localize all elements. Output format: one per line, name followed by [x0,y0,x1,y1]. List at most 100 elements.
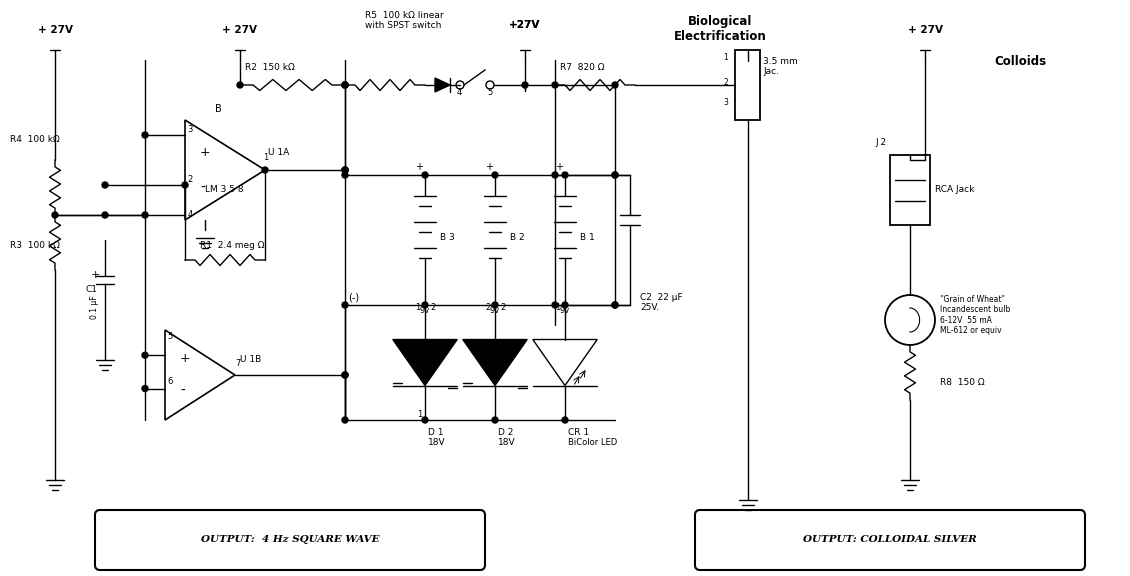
Circle shape [612,302,618,308]
Text: 5: 5 [487,88,493,97]
Text: B 2: B 2 [510,233,524,242]
Text: + 27V: + 27V [907,25,942,35]
Text: B: B [215,104,221,114]
Text: 1: 1 [263,153,268,162]
Circle shape [342,82,348,88]
Text: OUTPUT:  4 Hz SQUARE WAVE: OUTPUT: 4 Hz SQUARE WAVE [201,536,380,544]
Text: 9v: 9v [490,306,501,315]
Polygon shape [393,339,458,385]
Text: "Grain of Wheat"
Incandescent bulb
6-12V  55 mA
ML-612 or equiv: "Grain of Wheat" Incandescent bulb 6-12V… [940,295,1010,335]
Circle shape [342,302,348,308]
Text: LM 3 5 8: LM 3 5 8 [205,185,244,194]
Text: B 1: B 1 [580,233,594,242]
Text: 2: 2 [431,303,435,312]
Circle shape [612,302,618,308]
Text: C1: C1 [85,285,97,294]
Text: 3.5 mm
Jac.: 3.5 mm Jac. [763,57,798,77]
Text: 3: 3 [723,98,728,107]
Circle shape [551,302,558,308]
Text: BiColor LED: BiColor LED [568,438,617,447]
Text: J 2: J 2 [875,138,886,147]
Text: +: + [180,353,191,365]
Circle shape [492,172,498,178]
Polygon shape [435,78,450,92]
Text: OUTPUT: COLLOIDAL SILVER: OUTPUT: COLLOIDAL SILVER [803,536,976,544]
Circle shape [342,372,348,378]
Text: 7: 7 [235,359,241,368]
Circle shape [342,167,348,173]
Text: (-): (-) [348,292,359,302]
Circle shape [102,212,108,218]
Text: U 1A: U 1A [268,148,289,157]
Text: U 1B: U 1B [240,354,261,363]
Text: Colloids: Colloids [994,55,1046,68]
Circle shape [612,172,618,178]
Text: CR 1: CR 1 [568,428,589,437]
Circle shape [562,417,568,423]
Circle shape [492,302,498,308]
Circle shape [551,82,558,88]
Text: +27V: +27V [510,20,540,30]
Text: 9v: 9v [560,306,571,315]
Circle shape [342,167,348,173]
Text: +: + [555,162,563,172]
Circle shape [551,172,558,178]
Text: -: - [200,181,205,195]
Circle shape [262,167,268,173]
Circle shape [102,182,108,188]
Circle shape [342,82,348,88]
Text: 1: 1 [723,53,728,62]
Text: 2: 2 [723,78,728,87]
Text: 1: 1 [555,303,560,312]
Text: R4  100 kΩ: R4 100 kΩ [10,135,60,145]
Text: 5: 5 [167,332,172,341]
Text: 4: 4 [457,88,462,97]
Circle shape [52,212,58,218]
Text: R5  100 kΩ linear
with SPST switch: R5 100 kΩ linear with SPST switch [365,10,444,30]
Circle shape [237,82,243,88]
Text: 18V: 18V [428,438,445,447]
Text: 2: 2 [499,303,505,312]
Text: 4: 4 [188,210,193,219]
Text: 6: 6 [167,377,173,386]
Text: +: + [415,162,423,172]
Circle shape [142,385,148,392]
Text: 18V: 18V [498,438,515,447]
Text: R2  150 kΩ: R2 150 kΩ [245,63,295,72]
Text: +: + [200,146,210,158]
Text: 2: 2 [485,303,490,312]
Text: D 2: D 2 [498,428,513,437]
Text: +: + [90,270,99,280]
Circle shape [342,167,348,173]
Circle shape [562,172,568,178]
Text: R3  100 kΩ: R3 100 kΩ [10,241,60,249]
Text: +27V: +27V [510,20,540,30]
Circle shape [182,182,188,188]
Circle shape [612,172,618,178]
Text: -: - [180,384,185,398]
Text: 2: 2 [186,175,192,184]
Circle shape [421,302,428,308]
Circle shape [421,172,428,178]
Circle shape [522,82,528,88]
Circle shape [612,82,618,88]
Text: + 27V: + 27V [223,25,258,35]
Text: +: + [485,162,493,172]
Text: 0.1 μF: 0.1 μF [90,295,99,319]
Text: 1: 1 [417,410,423,419]
Circle shape [562,302,568,308]
Circle shape [342,417,348,423]
Polygon shape [463,339,528,385]
Circle shape [421,417,428,423]
Text: RCA Jack: RCA Jack [935,185,974,195]
Circle shape [342,372,348,378]
Text: + 27V: + 27V [37,25,72,35]
Circle shape [142,212,148,218]
Circle shape [342,82,348,88]
Circle shape [142,132,148,138]
Text: C2  22 μF
25V.: C2 22 μF 25V. [640,293,683,312]
Text: 3: 3 [186,125,192,134]
Text: Biological
Electrification: Biological Electrification [673,15,766,43]
Text: D 1: D 1 [428,428,443,437]
Text: 1: 1 [415,303,420,312]
